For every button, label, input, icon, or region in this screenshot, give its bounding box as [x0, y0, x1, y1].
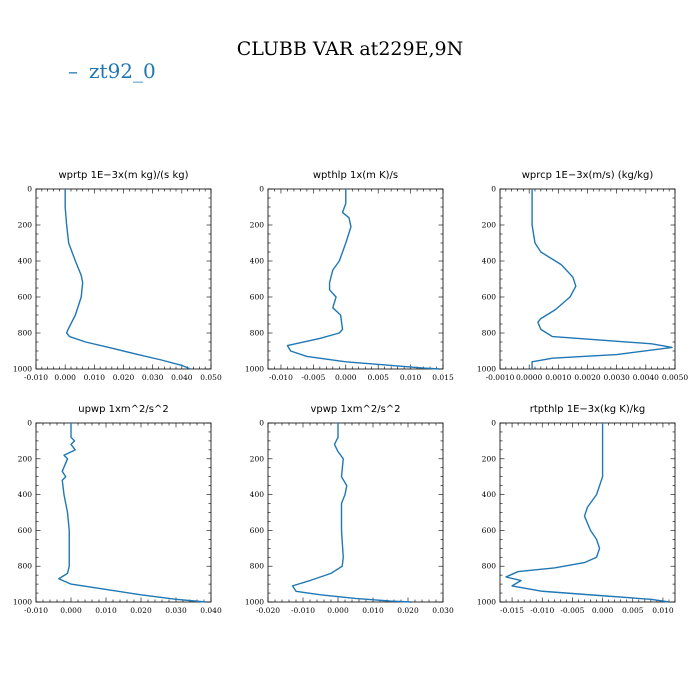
x-tick-label: 0.010: [95, 606, 117, 615]
y-tick-label: 1000: [477, 365, 496, 374]
y-tick-label: 800: [250, 329, 265, 338]
x-tick-label: 0.010: [84, 373, 106, 382]
y-tick-label: 200: [482, 454, 497, 463]
x-tick-label: 0.030: [432, 606, 454, 615]
panel-title: rtpthlp 1E−3x(kg K)/kg: [530, 404, 645, 415]
x-tick-label: 0.000: [54, 373, 76, 382]
x-tick-label: -0.0010: [486, 373, 515, 382]
y-tick-label: 400: [250, 257, 265, 266]
x-tick-label: 0.000: [60, 606, 82, 615]
legend-label: zt92_0: [89, 59, 156, 83]
series-line-zt92_0: [531, 189, 673, 369]
x-tick-label: 0.005: [622, 606, 644, 615]
x-tick-label: 0.0000: [516, 373, 542, 382]
x-tick-label: 0.010: [652, 606, 674, 615]
y-tick-label: 1000: [13, 365, 32, 374]
y-tick-label: 200: [250, 221, 265, 230]
panel-4: upwp 1xm^2/s^2 0 200 400 600 800 1000-0.010 0.0…: [13, 404, 222, 615]
y-tick-label: 1000: [477, 598, 496, 607]
x-tick-label: 0.020: [397, 606, 419, 615]
panel-3: wprcp 1E−3x(m/s) (kg/kg) 0 200 400 600 800 100…: [477, 170, 688, 382]
x-tick-label: 0.010: [362, 606, 384, 615]
series-line-zt92_0: [291, 423, 412, 603]
y-tick-label: 800: [18, 329, 33, 338]
y-tick-label: 800: [250, 562, 265, 571]
y-tick-label: 1000: [13, 598, 32, 607]
x-tick-label: 0.0010: [545, 373, 571, 382]
y-tick-label: 600: [482, 293, 497, 302]
x-tick-label: -0.020: [256, 606, 280, 615]
x-tick-label: 0.020: [113, 373, 135, 382]
panel-title: wpthlp 1x(m K)/s: [313, 170, 398, 181]
panel-6: rtpthlp 1E−3x(kg K)/kg02004006008001000-…: [477, 404, 676, 615]
y-tick-label: 400: [482, 257, 497, 266]
y-tick-label: 600: [18, 526, 33, 535]
series-line-zt92_0: [64, 189, 191, 370]
series-line-zt92_0: [58, 423, 206, 603]
x-tick-label: 0.040: [200, 606, 222, 615]
y-tick-label: 0: [491, 185, 496, 194]
x-tick-label: 0.005: [367, 373, 389, 382]
panel-1: wprtp 1E−3x(m kg)/(s kg) 0 200 400 600 800 100…: [13, 170, 222, 382]
y-tick-label: 400: [18, 490, 33, 499]
y-tick-label: 0: [259, 419, 264, 428]
panel-5: vpwp 1xm^2/s^2 0 200 400 600 800 1000-0.020 -0.…: [245, 404, 454, 615]
y-tick-label: 0: [491, 419, 496, 428]
x-tick-label: -0.010: [530, 606, 554, 615]
x-tick-label: 0.000: [335, 373, 357, 382]
y-tick-label: 200: [18, 454, 33, 463]
x-tick-label: -0.010: [24, 373, 48, 382]
y-tick-label: 400: [18, 257, 33, 266]
panel-title: upwp 1xm^2/s^2: [78, 404, 168, 415]
y-tick-label: 0: [27, 419, 32, 428]
panel-title: wprcp 1E−3x(m/s) (kg/kg): [522, 170, 654, 181]
x-tick-label: 0.030: [142, 373, 164, 382]
x-tick-label: -0.005: [560, 606, 584, 615]
y-tick-label: 200: [482, 221, 497, 230]
x-tick-label: 0.010: [400, 373, 422, 382]
x-tick-label: -0.005: [301, 373, 325, 382]
x-tick-label: 0.020: [130, 606, 152, 615]
x-tick-label: 0.0040: [633, 373, 659, 382]
x-tick-label: -0.010: [269, 373, 293, 382]
x-tick-label: 0.0020: [574, 373, 600, 382]
y-tick-label: 200: [250, 454, 265, 463]
y-tick-label: 600: [482, 526, 497, 535]
y-tick-label: 200: [18, 221, 33, 230]
panels-container: wprtp 1E−3x(m kg)/(s kg) 0 200 400 600 800 100…: [13, 170, 688, 615]
figure-title: CLUBB VAR at229E,9N: [237, 38, 463, 60]
y-tick-label: 1000: [245, 598, 264, 607]
x-tick-label: -0.010: [24, 606, 48, 615]
x-tick-label: 0.040: [171, 373, 193, 382]
y-tick-label: 600: [18, 293, 33, 302]
y-tick-label: 1000: [245, 365, 264, 374]
y-tick-label: 800: [482, 329, 497, 338]
panel-2: wpthlp 1x(m K)/s 0 200 400 600 800 1000 -0.010-…: [245, 170, 454, 382]
x-tick-label: -0.015: [500, 606, 524, 615]
x-tick-label: -0.010: [291, 606, 315, 615]
x-tick-label: 0.0050: [662, 373, 688, 382]
y-tick-label: 400: [482, 490, 497, 499]
legend: – zt92_0: [68, 59, 156, 83]
y-tick-label: 400: [250, 490, 265, 499]
x-tick-label: 0.030: [165, 606, 187, 615]
y-tick-label: 0: [259, 185, 264, 194]
legend-dash: –: [68, 59, 78, 83]
y-tick-label: 800: [18, 562, 33, 571]
series-line-zt92_0: [505, 423, 670, 603]
x-tick-label: 0.000: [592, 606, 614, 615]
panel-title: wprtp 1E−3x(m kg)/(s kg): [59, 170, 189, 181]
x-tick-label: 0.050: [200, 373, 222, 382]
x-tick-label: 0.000: [327, 606, 349, 615]
y-tick-label: 800: [482, 562, 497, 571]
x-tick-label: 0.015: [432, 373, 454, 382]
x-tick-label: 0.0030: [604, 373, 630, 382]
y-tick-label: 600: [250, 526, 265, 535]
y-tick-label: 600: [250, 293, 265, 302]
series-line-zt92_0: [286, 189, 440, 370]
y-tick-label: 0: [27, 185, 32, 194]
panel-title: vpwp 1xm^2/s^2: [310, 404, 400, 415]
